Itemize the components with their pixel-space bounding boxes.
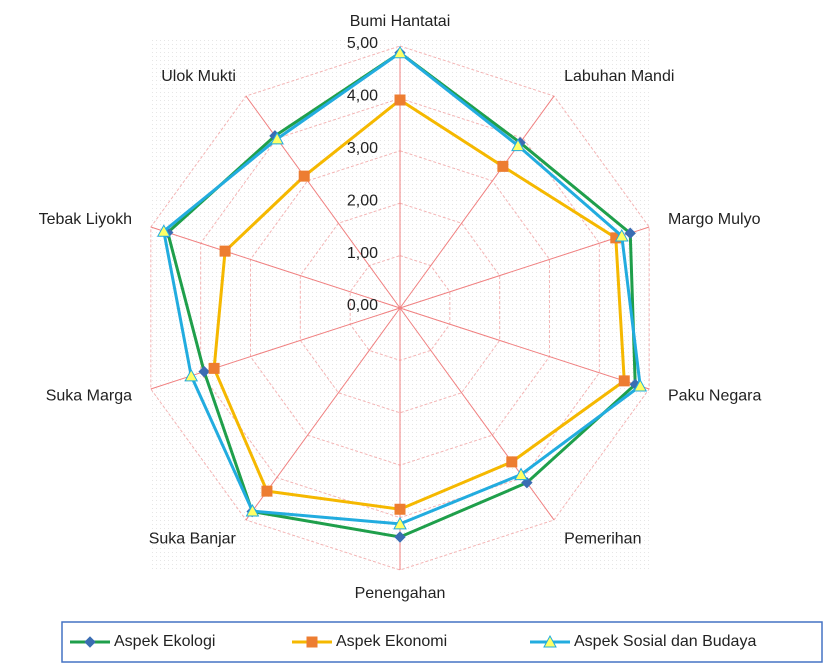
legend-label: Aspek Sosial dan Budaya (574, 633, 756, 650)
data-point (514, 467, 528, 481)
category-label: Paku Negara (668, 388, 761, 405)
category-label: Tebak Liyokh (39, 211, 132, 228)
spoke (245, 95, 401, 309)
spoke (399, 307, 650, 390)
data-point (618, 375, 630, 387)
data-point (393, 45, 407, 59)
axis-tick-label: 2,00 (347, 192, 378, 209)
grid-ring (299, 202, 501, 414)
axis-tick-label: 3,00 (347, 140, 378, 157)
data-point (393, 516, 407, 530)
data-point (394, 503, 406, 515)
data-point (497, 160, 509, 172)
legend-label: Aspek Ekonomi (336, 633, 447, 650)
series-layer (156, 45, 648, 543)
data-point (306, 636, 318, 648)
data-point (84, 636, 96, 648)
data-point (624, 227, 636, 239)
data-point (298, 170, 310, 182)
data-point (270, 131, 284, 145)
data-point (219, 245, 231, 257)
axis-tick-label: 0,00 (347, 297, 378, 314)
axis-tick-label: 5,00 (347, 35, 378, 52)
category-label: Suka Marga (46, 388, 132, 405)
legend-label: Aspek Ekologi (114, 633, 215, 650)
legend: Aspek Ekologi Aspek Ekonomi Aspek Sosial d… (70, 633, 756, 650)
axis-tick-label: 1,00 (347, 245, 378, 262)
label-layer: 0,00 1,00 2,00 3,00 4,00 5,00 Bumi Hantatai Lab… (39, 13, 762, 602)
category-label: Bumi Hantatai (350, 13, 451, 30)
data-point (633, 379, 648, 392)
spoke (399, 226, 650, 309)
data-point (394, 94, 406, 106)
data-point (511, 138, 525, 152)
axis-tick-label: 4,00 (347, 88, 378, 105)
spoke (399, 95, 555, 309)
data-point (506, 456, 518, 468)
data-point (208, 362, 220, 374)
category-label: Suka Banjar (149, 531, 237, 548)
data-point (521, 476, 533, 489)
data-point (261, 485, 273, 497)
data-point (614, 228, 629, 242)
data-point (245, 504, 260, 517)
category-label: Ulok Mukti (161, 68, 236, 85)
category-label: Pemerihan (564, 531, 641, 548)
category-label: Penengahan (355, 585, 446, 602)
data-point (394, 531, 406, 543)
spoke (150, 226, 401, 309)
data-point (198, 365, 210, 378)
legend-box (61, 621, 823, 663)
data-point (156, 224, 171, 237)
data-point (184, 368, 199, 382)
data-point (543, 634, 557, 648)
spoke (245, 307, 401, 521)
category-label: Margo Mulyo (668, 211, 761, 228)
category-label: Labuhan Mandi (564, 68, 674, 85)
